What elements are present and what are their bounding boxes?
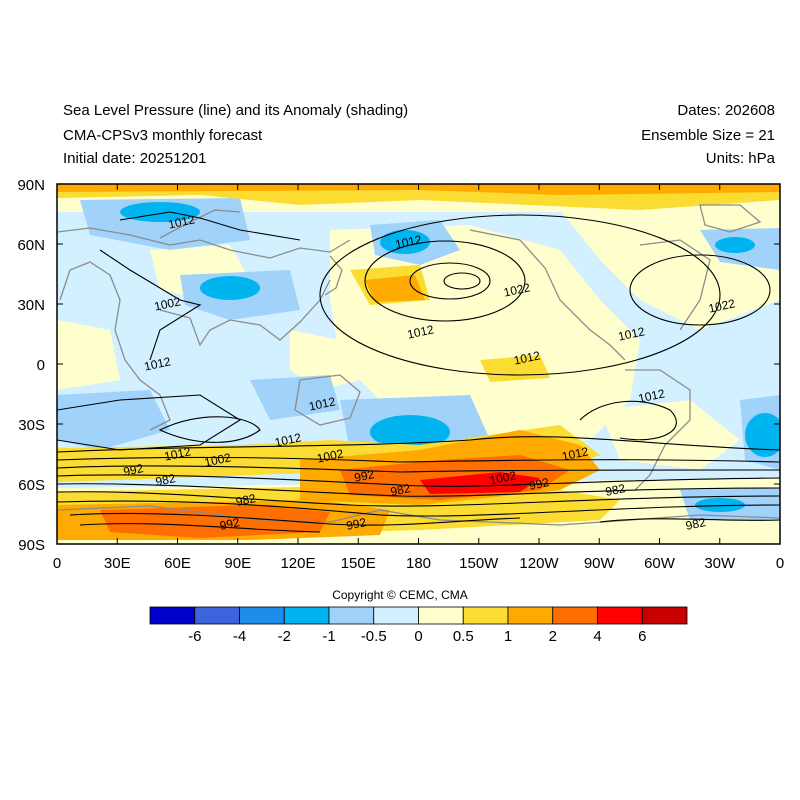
colorbar-swatch: [239, 606, 285, 625]
contour-label: 1012: [167, 212, 196, 231]
forecast-dates: Dates: 202608: [677, 102, 775, 119]
lon-label: 60W: [644, 555, 676, 572]
copyright-notice: Copyright © CEMC, CMA: [332, 588, 468, 602]
colorbar-tick-label: 0: [414, 628, 422, 645]
contour-label: 992: [218, 515, 241, 533]
contour-label-layer: 1012 1012 1022 1022 1002 1012 1012 1012 1012 1012…: [122, 212, 737, 533]
lon-label: 30E: [104, 555, 131, 572]
colorbar-swatch: [328, 606, 375, 625]
title-line-2: CMA-CPSv3 monthly forecast: [63, 127, 263, 144]
contour-label: 1022: [707, 296, 736, 315]
contour-label: 982: [684, 515, 707, 533]
longitude-labels: 0 30E 60E 90E 120E 150E 180 150W 120W 90W 60W 30W 0: [53, 555, 784, 572]
title-line-3: Initial date: 20251201: [63, 150, 207, 167]
lon-label: 0: [53, 555, 61, 572]
contour-label: 982: [604, 481, 627, 499]
contour-label: 1022: [502, 280, 531, 299]
colorbar-swatch: [462, 606, 509, 625]
latitude-labels: 90N 60N 30N 0 30S 60S 90S: [17, 177, 45, 554]
colorbar-tick-label: -0.5: [361, 628, 387, 645]
units-label: Units: hPa: [705, 150, 775, 167]
contour-label: 992: [353, 467, 376, 485]
contour-label: 1012: [406, 322, 435, 341]
colorbar-swatch: [552, 606, 598, 625]
contour-label: 1002: [488, 468, 517, 487]
contour-label: 992: [345, 515, 368, 533]
colorbar-tick-label: -6: [188, 628, 201, 645]
colorbar-tick-label: 2: [549, 628, 557, 645]
map-ticks: [56, 183, 781, 545]
colorbar-swatch: [418, 606, 464, 625]
colorbar: -6 -4 -2 -1 -0.5 0 0.5 1 2 4 6: [149, 606, 688, 645]
contour-label: 992: [122, 461, 145, 479]
lon-label: 60E: [164, 555, 191, 572]
lon-label: 90W: [584, 555, 616, 572]
contour-label: 1012: [308, 394, 337, 413]
lon-label: 150W: [459, 555, 499, 572]
contour-label: 982: [154, 471, 177, 489]
map-plot-area: [57, 184, 780, 544]
contour-label: 982: [389, 481, 412, 499]
ensemble-size: Ensemble Size = 21: [641, 127, 775, 144]
colorbar-swatch: [149, 606, 196, 625]
lat-label: 30N: [17, 297, 45, 314]
lat-label: 90N: [17, 177, 45, 194]
contour-label: 1002: [316, 446, 345, 465]
colorbar-tick-label: 6: [638, 628, 646, 645]
colorbar-tick-label: 4: [593, 628, 601, 645]
contour-label: 1012: [617, 324, 646, 343]
lon-label: 0: [776, 555, 784, 572]
title-line-1: Sea Level Pressure (line) and its Anomal…: [63, 102, 409, 119]
contour-label: 1012: [163, 444, 192, 463]
colorbar-swatch: [373, 606, 419, 625]
colorbar-swatch: [641, 606, 688, 625]
lat-label: 0: [37, 357, 45, 374]
lat-label: 90S: [18, 537, 45, 554]
colorbar-swatch: [283, 606, 330, 625]
anomaly-minus-1-to-minus-2: [120, 202, 780, 512]
colorbar-swatch: [194, 606, 240, 625]
lon-label: 180: [406, 555, 431, 572]
lat-label: 30S: [18, 417, 45, 434]
lon-label: 120W: [519, 555, 559, 572]
lon-label: 120E: [280, 555, 315, 572]
slp-contours: [57, 211, 780, 533]
contour-label: 1012: [273, 430, 302, 449]
contour-label: 1002: [203, 450, 232, 469]
lon-label: 90E: [224, 555, 251, 572]
lon-label: 150E: [341, 555, 376, 572]
contour-label: 1012: [561, 444, 590, 463]
colorbar-tick-label: 0.5: [453, 628, 474, 645]
colorbar-tick-label: -1: [322, 628, 335, 645]
contour-label: 982: [235, 491, 258, 509]
colorbar-tick-label: -4: [233, 628, 246, 645]
lat-label: 60S: [18, 477, 45, 494]
contour-label: 1012: [143, 354, 172, 373]
anomaly-4-to-6: [420, 472, 540, 494]
contour-label: 1002: [153, 294, 182, 313]
contour-label: 1012: [512, 348, 541, 367]
contour-label: 1012: [637, 386, 666, 405]
colorbar-swatch: [507, 606, 554, 625]
lat-label: 60N: [17, 237, 45, 254]
contour-label: 992: [528, 475, 551, 493]
colorbar-tick-label: 1: [504, 628, 512, 645]
contour-label: 1012: [394, 232, 423, 251]
colorbar-swatch: [597, 606, 643, 625]
colorbar-tick-label: -2: [278, 628, 291, 645]
lon-label: 30W: [704, 555, 736, 572]
